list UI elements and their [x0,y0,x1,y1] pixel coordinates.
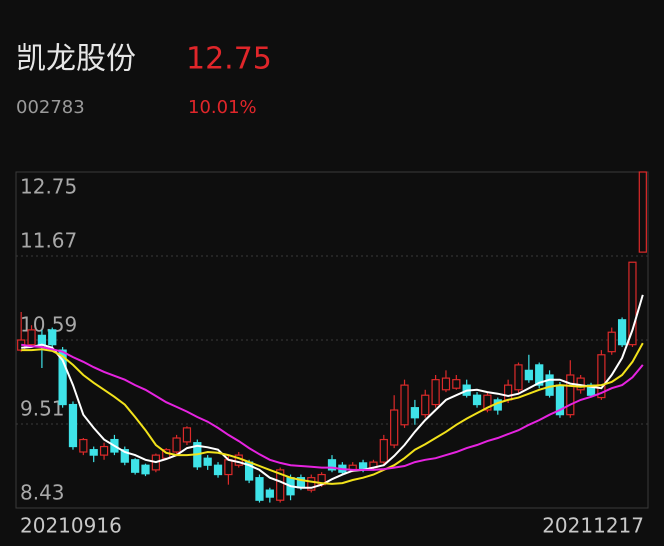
candle-body [48,329,57,346]
candle-body [68,403,78,448]
candle-body [213,464,223,476]
stock-code: 002783 [16,97,85,118]
candle-body [617,319,627,346]
candle-body [131,459,140,473]
candle-body [141,464,150,475]
candle-body [255,477,264,501]
stock-price: 12.75 [186,42,272,77]
candle-body [27,329,36,346]
y-tick-label: 12.75 [20,175,77,199]
candle-body [203,457,212,466]
candle-body [265,489,274,498]
candle-body [276,469,285,501]
candle-body [37,334,47,346]
candle-body [628,261,637,346]
candle-body [120,449,129,463]
candle-body [472,394,482,406]
moving-average-line [21,342,644,485]
candle-body [504,384,513,401]
candle-body [597,354,606,399]
candle-body [307,477,316,491]
candle-body [566,374,575,416]
candle-body [638,171,647,253]
candle-body [535,364,544,386]
candle-body [410,407,420,419]
candle-body [89,449,98,456]
candle-body [390,409,399,446]
candle-body [441,377,451,391]
candle-body [421,394,430,416]
x-tick-label: 20211217 [542,514,644,538]
candle-body [327,459,337,471]
candle-body [524,369,533,381]
candle-body [172,437,181,453]
moving-average-line [21,343,644,471]
candle-body [224,459,233,476]
candle-body [514,364,523,391]
candle-body [483,394,492,411]
price-change: 10.01% [188,97,257,118]
y-tick-label: 9.51 [20,397,65,421]
candle-body [58,349,67,406]
candle-body [431,379,440,406]
y-tick-label: 8.43 [20,481,65,505]
moving-average-line [21,294,644,489]
candle-body [79,438,88,453]
candle-body [379,438,388,463]
candle-body [99,445,109,456]
candle-body [182,427,192,443]
candle-body [607,331,616,353]
candle-body [400,384,409,426]
candle-body [452,379,461,389]
stock-name: 凯龙股份 [16,42,136,77]
candle-body [545,374,554,396]
y-tick-label: 11.67 [20,229,77,253]
x-tick-label: 20210916 [20,514,122,538]
